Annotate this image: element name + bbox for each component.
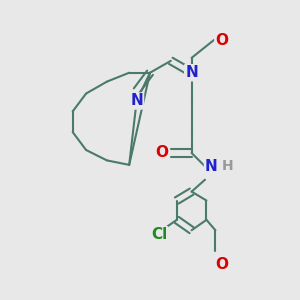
Text: N: N (185, 65, 198, 80)
Text: Cl: Cl (151, 227, 167, 242)
Text: O: O (215, 257, 228, 272)
Text: N: N (130, 94, 143, 109)
Text: N: N (205, 159, 218, 174)
Text: O: O (215, 32, 228, 47)
Text: H: H (221, 159, 233, 173)
Text: O: O (155, 146, 168, 160)
